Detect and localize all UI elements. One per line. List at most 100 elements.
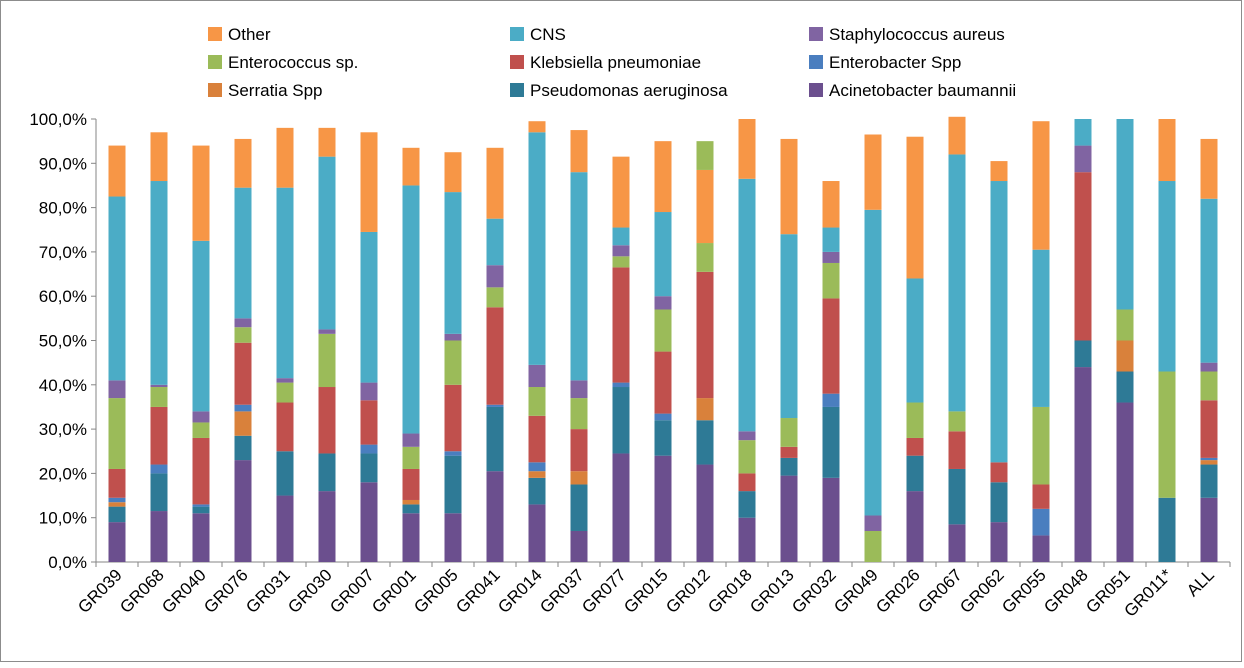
bar-segment xyxy=(1200,464,1218,498)
legend-item: Acinetobacter baumannii xyxy=(809,81,1016,100)
bar-segment xyxy=(1158,119,1176,182)
bar-segment xyxy=(738,178,756,432)
legend-swatch xyxy=(510,55,524,69)
bar-segment xyxy=(570,484,588,531)
bar-segment xyxy=(1032,535,1050,562)
legend-item: Klebsiella pneumoniae xyxy=(510,53,701,72)
bar-segment xyxy=(402,499,420,505)
bar-segment xyxy=(1116,371,1134,403)
bar-stack xyxy=(864,134,882,562)
bar-segment xyxy=(444,340,462,385)
bar-segment xyxy=(318,333,336,388)
x-tick-label: GR001 xyxy=(368,565,420,617)
bar-segment xyxy=(1074,119,1092,146)
bar-segment xyxy=(528,121,546,133)
bar-segment xyxy=(486,307,504,405)
bar-segment xyxy=(948,524,966,562)
bar-segment xyxy=(738,491,756,518)
legend-label: Acinetobacter baumannii xyxy=(829,81,1016,100)
bar-stack xyxy=(948,116,966,562)
bar-segment xyxy=(864,209,882,516)
bar-segment xyxy=(528,462,546,472)
bar-segment xyxy=(864,515,882,531)
bar-stack xyxy=(906,136,924,562)
bar-segment xyxy=(402,433,420,447)
bar-segment xyxy=(150,181,168,385)
bar-segment xyxy=(234,187,252,319)
bar-segment xyxy=(192,411,210,423)
bar-segment xyxy=(654,420,672,456)
bar-stack xyxy=(192,145,210,562)
legend-item: CNS xyxy=(510,25,566,44)
bar-segment xyxy=(1032,406,1050,485)
x-tick-label: GR039 xyxy=(74,565,126,617)
bar-segment xyxy=(402,446,420,469)
y-tick-label: 10,0% xyxy=(39,509,87,528)
bar-segment xyxy=(234,318,252,328)
x-tick-label: GR026 xyxy=(872,565,924,617)
legend-swatch xyxy=(809,55,823,69)
bar-segment xyxy=(822,262,840,299)
bar-segment xyxy=(906,455,924,492)
bar-segment xyxy=(318,387,336,454)
legend-swatch xyxy=(809,83,823,97)
bar-segment xyxy=(1116,402,1134,562)
bar-segment xyxy=(360,132,378,232)
bar-stack xyxy=(234,138,252,562)
bar-segment xyxy=(570,429,588,472)
x-tick-label: GR015 xyxy=(620,565,672,617)
bar-stack xyxy=(318,127,336,562)
bar-segment xyxy=(822,298,840,394)
bar-stack xyxy=(1074,119,1092,562)
legend-swatch xyxy=(208,27,222,41)
legend-label: Other xyxy=(228,25,271,44)
bar-segment xyxy=(402,147,420,186)
bar-segment xyxy=(738,431,756,441)
bar-segment xyxy=(906,402,924,438)
bar-segment xyxy=(318,329,336,334)
bar-segment xyxy=(276,495,294,562)
x-tick-label: GR032 xyxy=(788,565,840,617)
bar-segment xyxy=(1032,484,1050,509)
bar-stack xyxy=(612,156,630,562)
bar-segment xyxy=(528,387,546,416)
bar-segment xyxy=(108,468,126,498)
bar-stack xyxy=(1158,119,1176,562)
bar-segment xyxy=(150,511,168,562)
bar-segment xyxy=(570,380,588,399)
y-tick-label: 30,0% xyxy=(39,420,87,439)
bar-segment xyxy=(654,296,672,310)
bar-segment xyxy=(486,265,504,288)
bar-segment xyxy=(654,351,672,414)
bar-segment xyxy=(444,152,462,193)
bar-segment xyxy=(822,227,840,252)
bar-segment xyxy=(108,506,126,523)
bar-segment xyxy=(738,517,756,562)
bar-segment xyxy=(696,464,714,562)
bar-stack xyxy=(1200,138,1218,562)
legend-item: Pseudomonas aeruginosa xyxy=(510,81,728,100)
bar-segment xyxy=(192,145,210,241)
bar-segment xyxy=(360,453,378,483)
legend-swatch xyxy=(208,83,222,97)
x-tick-label: GR049 xyxy=(830,565,882,617)
x-axis: GR039GR068GR040GR076GR031GR030GR007GR001… xyxy=(74,565,1218,621)
bar-segment xyxy=(1074,367,1092,562)
bar-segment xyxy=(738,119,756,179)
legend-swatch xyxy=(510,27,524,41)
bar-segment xyxy=(1074,172,1092,341)
bar-stack xyxy=(486,147,504,562)
bar-segment xyxy=(444,455,462,514)
bar-segment xyxy=(318,453,336,492)
bar-segment xyxy=(360,400,378,445)
bar-segment xyxy=(696,141,714,170)
bar-segment xyxy=(948,116,966,155)
bar-segment xyxy=(528,415,546,463)
bar-segment xyxy=(234,342,252,405)
bar-segment xyxy=(234,327,252,343)
bar-stack xyxy=(150,132,168,562)
bar-segment xyxy=(570,398,588,430)
bar-segment xyxy=(276,378,294,383)
bar-stack xyxy=(360,132,378,562)
bar-segment xyxy=(402,504,420,514)
